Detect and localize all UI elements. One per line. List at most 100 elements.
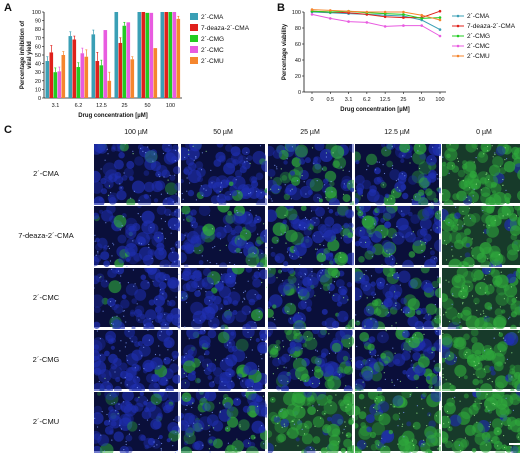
speckle <box>233 287 235 290</box>
speckle <box>154 353 157 356</box>
speckle <box>107 194 110 196</box>
speckle <box>432 146 434 148</box>
speckle <box>112 323 114 325</box>
blue-nuclei-blob <box>131 326 136 329</box>
bar <box>72 39 77 98</box>
blue-nuclei-blob <box>97 237 108 249</box>
green-signal-blob <box>272 344 281 353</box>
green-signal-blob <box>371 422 385 436</box>
speckle <box>248 193 250 195</box>
blue-nuclei-blob <box>163 357 171 365</box>
speckle <box>403 331 405 333</box>
speckle <box>352 226 354 228</box>
speckle <box>402 423 404 425</box>
speckle <box>182 198 184 200</box>
speckle <box>94 240 96 242</box>
blue-nuclei-blob <box>482 268 491 275</box>
speckle <box>442 156 444 158</box>
speckle <box>268 307 270 309</box>
speckle <box>442 207 444 209</box>
speckle <box>396 226 398 228</box>
speckle <box>321 253 323 255</box>
blue-nuclei-blob <box>184 428 194 438</box>
green-signal-blob <box>497 341 508 352</box>
green-signal-blob <box>326 394 333 401</box>
speckle <box>172 445 174 447</box>
blue-nuclei-blob <box>107 297 116 307</box>
blue-nuclei-blob <box>206 362 217 372</box>
speckle <box>176 244 178 246</box>
speckle <box>164 220 166 223</box>
speckle <box>225 244 227 246</box>
blue-nuclei-blob <box>120 299 130 309</box>
speckle <box>284 184 286 186</box>
blue-nuclei-blob <box>174 415 180 422</box>
bar <box>153 48 158 98</box>
blue-nuclei-blob <box>125 372 134 381</box>
green-signal-blob <box>374 439 380 446</box>
blue-nuclei-blob <box>280 418 290 428</box>
speckle <box>343 428 345 430</box>
blue-nuclei-blob <box>181 412 194 427</box>
speckle <box>395 302 397 304</box>
blue-nuclei-blob <box>184 422 195 434</box>
speckle <box>516 296 518 299</box>
speckle <box>403 348 405 350</box>
green-signal-blob <box>313 368 324 379</box>
speckle <box>499 306 501 308</box>
speckle <box>111 268 113 270</box>
data-point <box>383 15 387 19</box>
speckle <box>236 209 238 212</box>
blue-nuclei-blob <box>336 350 351 364</box>
x-tick-label: 25 <box>400 97 406 103</box>
green-signal-blob <box>277 269 282 274</box>
blue-nuclei-blob <box>241 147 250 156</box>
speckle <box>112 242 114 244</box>
speckle <box>482 310 484 312</box>
speckle <box>475 303 477 305</box>
blue-nuclei-blob <box>174 240 180 249</box>
speckle <box>222 281 224 283</box>
blue-nuclei-blob <box>133 252 143 262</box>
speckle <box>264 386 266 388</box>
speckle <box>464 353 466 356</box>
blue-nuclei-blob <box>349 187 354 193</box>
blue-nuclei-blob <box>162 197 175 205</box>
blue-nuclei-blob <box>373 167 381 175</box>
micrograph-cell <box>267 143 354 205</box>
speckle <box>303 181 305 183</box>
blue-nuclei-blob <box>294 268 308 279</box>
blue-nuclei-blob <box>104 350 110 357</box>
green-signal-blob <box>235 338 249 352</box>
speckle <box>338 374 341 376</box>
speckle <box>399 189 401 191</box>
speckle <box>124 377 126 379</box>
speckle <box>499 165 502 167</box>
blue-nuclei-blob <box>332 337 338 343</box>
speckle <box>305 193 307 195</box>
blue-nuclei-blob <box>335 330 346 341</box>
green-signal-blob <box>324 379 335 390</box>
bar <box>91 34 96 98</box>
speckle <box>479 402 481 404</box>
speckle <box>164 313 166 315</box>
green-signal-blob <box>490 214 502 227</box>
series-line <box>311 10 441 19</box>
blue-nuclei-blob <box>327 416 332 422</box>
speckle <box>480 313 482 315</box>
blue-nuclei-blob <box>129 383 142 391</box>
speckle <box>250 336 252 339</box>
speckle <box>101 411 103 413</box>
speckle <box>392 274 394 276</box>
speckle <box>272 373 274 375</box>
speckle <box>206 363 208 365</box>
blue-nuclei-blob <box>181 252 187 264</box>
blue-nuclei-blob <box>159 259 171 267</box>
blue-nuclei-blob <box>228 406 235 412</box>
blue-nuclei-blob <box>232 159 239 166</box>
green-signal-blob <box>463 393 469 399</box>
green-signal-blob <box>271 236 280 244</box>
green-signal-blob <box>150 393 162 405</box>
green-signal-blob <box>181 392 192 402</box>
blue-nuclei-blob <box>410 363 415 368</box>
